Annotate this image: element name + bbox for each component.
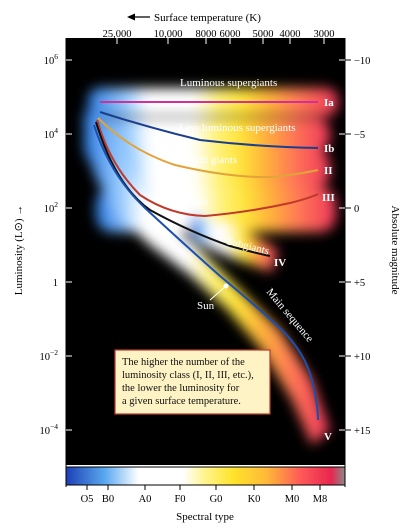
luminosity-tick-label: 10−2 [40, 348, 59, 363]
label-bright-giants: Bright giants [180, 154, 237, 166]
label-giants: Giants [180, 196, 209, 208]
line-class-ii [97, 117, 319, 179]
line-class-ib [99, 111, 319, 149]
spectral-type-ticks: O5 B0 A0 F0 G0 K0 M0 M8 [81, 485, 328, 505]
magnitude-tick-label: +15 [354, 426, 370, 437]
note-background [114, 349, 271, 415]
arrow-head-icon [127, 13, 135, 21]
temperature-tick-label: 4000 [280, 29, 301, 40]
line-class-iv [95, 121, 271, 257]
class-ia: Ia [324, 97, 334, 109]
luminosity-tick-label: 10−4 [40, 422, 59, 437]
spectral-color-bar [65, 466, 346, 486]
luminosity-tick-label: 104 [44, 126, 59, 141]
magnitude-tick-label: −5 [354, 130, 365, 141]
class-iv: IV [274, 257, 286, 269]
label-less-luminous-supergiants: Less luminous supergiants [179, 122, 296, 134]
luminosity-tick-label: 106 [44, 52, 59, 67]
spectral-type-label: O5 [81, 494, 94, 505]
right-axis-label: Absolute magnitude [389, 206, 401, 295]
magnitude-tick-label: +10 [354, 352, 370, 363]
glow-band-main-sequence [84, 110, 330, 445]
luminosity-tick-label: 1 [53, 278, 58, 289]
spectral-type-label: F0 [174, 494, 185, 505]
magnitude-ticks: −10 −5 0 +5 +10 +15 [339, 56, 370, 437]
class-labels: Ia Ib II III IV V [274, 97, 335, 443]
class-v: V [324, 431, 332, 443]
line-class-iii [96, 119, 319, 218]
glow-band-ii [95, 150, 330, 188]
class-iii: III [322, 192, 335, 204]
note-line-1: The higher the number of the [122, 357, 245, 368]
note-line-2: luminosity class (I, II, III, etc.), [122, 370, 254, 381]
line-class-v [93, 124, 319, 421]
spectral-type-label: M0 [285, 494, 300, 505]
magnitude-tick-label: 0 [354, 204, 359, 215]
temperature-tick-label: 5000 [253, 29, 274, 40]
temperature-tick-label: 10,000 [154, 29, 183, 40]
temperature-ticks: 25,000 10,000 8000 6000 5000 4000 3000 [103, 29, 335, 44]
class-ib: Ib [324, 143, 334, 155]
temperature-title: Surface temperature (K) [154, 12, 261, 24]
spectral-type-label: A0 [139, 494, 152, 505]
left-axis-label: Luminosity (L⊙) → [13, 205, 25, 296]
temperature-tick-label: 6000 [220, 29, 241, 40]
spectral-type-label: G0 [210, 494, 223, 505]
label-sun: Sun [197, 300, 215, 312]
glow-band-subgiants [190, 215, 278, 272]
magnitude-tick-label: +5 [354, 278, 365, 289]
luminosity-ticks: 106 104 102 1 10−2 10−4 [40, 52, 72, 437]
spectral-type-label: B0 [102, 494, 114, 505]
luminosity-class-lines [93, 101, 319, 421]
temperature-axis-title: Surface temperature (K) [127, 12, 261, 24]
sun-pointer [209, 285, 227, 301]
luminosity-tick-label: 102 [44, 200, 59, 215]
spectral-type-label: M8 [313, 494, 328, 505]
spectral-type-label: K0 [248, 494, 261, 505]
class-ii: II [324, 165, 333, 177]
bottom-axis-label: Spectral type [176, 511, 234, 523]
temperature-tick-label: 8000 [196, 29, 217, 40]
label-luminous-supergiants: Luminous supergiants [180, 77, 277, 89]
magnitude-tick-label: −10 [354, 56, 370, 67]
temperature-tick-label: 3000 [314, 29, 335, 40]
note-line-4: a given surface temperature. [122, 396, 241, 407]
temperature-tick-label: 25,000 [103, 29, 132, 40]
note-line-3: the lower the luminosity for [122, 383, 240, 394]
sun-marker [223, 283, 229, 289]
note-box: The higher the number of the luminosity … [114, 349, 271, 415]
